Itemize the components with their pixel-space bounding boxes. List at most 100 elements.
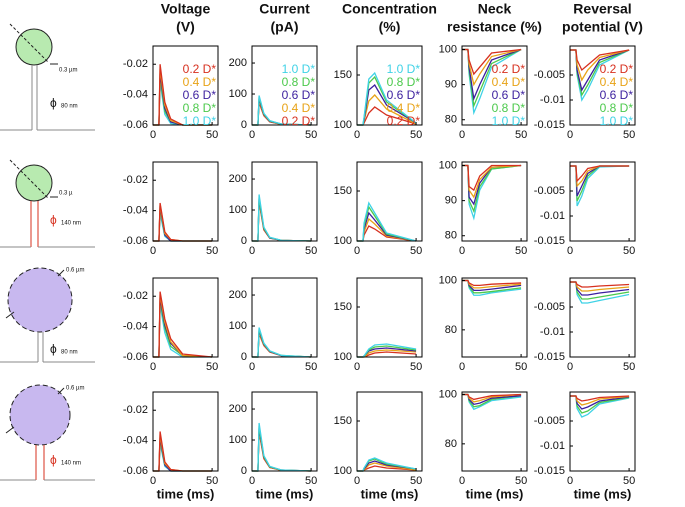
legend-entry: 0.6 D* <box>387 88 421 102</box>
y-tick-label: -0.02 <box>123 174 148 186</box>
x-axis-label: time (ms) <box>157 486 215 501</box>
neck-width: 0.6 µm <box>66 386 84 392</box>
x-tick-label: 50 <box>623 245 635 257</box>
y-tick-label: 200 <box>229 173 247 185</box>
y-tick-label: -0.01 <box>540 210 565 222</box>
x-tick-label: 0 <box>150 129 156 141</box>
x-tick-label: 50 <box>305 361 317 373</box>
series-line <box>462 393 522 401</box>
y-tick-label: -0.01 <box>540 94 565 106</box>
axes-frame <box>152 391 219 472</box>
x-axis-label: time (ms) <box>256 486 314 501</box>
legend-entry: 1.0 D* <box>492 114 526 128</box>
x-tick-label: 50 <box>206 129 218 141</box>
y-tick-label: 80 <box>445 230 457 242</box>
series-line <box>570 165 630 188</box>
series-line <box>462 164 522 206</box>
series-line <box>252 194 312 242</box>
y-tick-label: -0.005 <box>534 301 565 313</box>
x-tick-label: 50 <box>410 475 422 487</box>
y-tick-label: -0.01 <box>540 326 565 338</box>
panel-title: resistance (%) <box>447 19 542 35</box>
y-tick-label: 100 <box>439 388 457 400</box>
y-tick-label: 100 <box>229 320 247 332</box>
axes-frame <box>356 161 423 242</box>
diameter-symbol: ϕ <box>50 453 57 467</box>
spine-head <box>15 28 53 66</box>
legend-entry: 0.8 D* <box>600 101 634 115</box>
y-tick-label: 100 <box>334 119 352 131</box>
y-tick-label: -0.015 <box>534 465 565 477</box>
y-tick-label: 100 <box>229 88 247 100</box>
axes-frame <box>356 45 423 126</box>
y-tick-label: 100 <box>334 235 352 247</box>
series-line <box>570 281 630 288</box>
y-tick-label: 100 <box>439 43 457 55</box>
y-tick-label: 80 <box>445 324 457 336</box>
legend-entry: 0.2 D* <box>492 62 526 76</box>
y-tick-label: 200 <box>229 57 247 69</box>
legend-entry: 0.4 D* <box>387 101 421 115</box>
legend-entry: 0.2 D* <box>282 114 316 128</box>
y-tick-label: 0 <box>241 119 247 131</box>
x-tick-label: 50 <box>410 361 422 373</box>
y-tick-label: -0.04 <box>123 435 148 447</box>
y-tick-label: 80 <box>445 438 457 450</box>
neck-width: 0.3 µm <box>59 68 77 74</box>
y-tick-label: 150 <box>334 415 352 427</box>
spine-diagram: 0.3 µ ϕ 140 nm <box>0 159 95 248</box>
y-tick-label: 100 <box>334 465 352 477</box>
x-tick-label: 0 <box>567 245 573 257</box>
x-tick-label: 50 <box>623 475 635 487</box>
legend-entry: 0.6 D* <box>282 88 316 102</box>
series-line <box>462 279 522 287</box>
series-line <box>153 291 213 358</box>
y-tick-label: -0.04 <box>123 89 148 101</box>
legend-entry: 0.4 D* <box>183 75 217 89</box>
leader <box>57 387 65 395</box>
axes-frame <box>152 277 219 358</box>
neck-width: 0.6 µm <box>66 268 84 274</box>
x-tick-label: 0 <box>150 475 156 487</box>
axes-frame <box>461 277 528 358</box>
x-tick-label: 0 <box>567 475 573 487</box>
x-tick-label: 50 <box>515 361 527 373</box>
axes-frame <box>251 391 318 472</box>
x-tick-label: 0 <box>150 361 156 373</box>
y-tick-label: 100 <box>439 159 457 171</box>
x-tick-label: 50 <box>623 129 635 141</box>
y-tick-label: 90 <box>445 195 457 207</box>
legend-entry: 0.8 D* <box>387 75 421 89</box>
y-tick-label: -0.02 <box>123 404 148 416</box>
y-tick-label: -0.015 <box>534 351 565 363</box>
series-line <box>462 164 522 192</box>
legend-entry: 1.0 D* <box>282 62 316 76</box>
x-tick-label: 50 <box>206 361 218 373</box>
x-tick-label: 0 <box>354 475 360 487</box>
y-tick-label: 100 <box>334 351 352 363</box>
neck-width: 0.3 µ <box>59 191 73 197</box>
axes-frame <box>461 391 528 472</box>
legend-entry: 0.8 D* <box>183 101 217 115</box>
axes-frame <box>152 45 219 126</box>
diameter-line <box>9 23 49 63</box>
diameter-symbol: ϕ <box>50 96 57 110</box>
x-tick-label: 50 <box>515 129 527 141</box>
y-tick-label: -0.005 <box>534 415 565 427</box>
spine-diagram: 0.6 µm ϕ 140 nm <box>0 384 95 481</box>
legend-entry: 0.2 D* <box>600 62 634 76</box>
y-tick-label: 90 <box>445 79 457 91</box>
legend-entry: 1.0 D* <box>387 62 421 76</box>
axes-frame <box>569 391 636 472</box>
x-tick-label: 0 <box>249 129 255 141</box>
y-tick-label: 150 <box>334 301 352 313</box>
series-line <box>252 422 312 472</box>
x-tick-label: 50 <box>410 129 422 141</box>
panel-title: Reversal <box>573 1 631 17</box>
series-line <box>462 48 522 76</box>
legend-entry: 0.4 D* <box>600 75 634 89</box>
legend-entry: 0.6 D* <box>183 88 217 102</box>
diameter-symbol: ϕ <box>50 213 57 227</box>
x-tick-label: 50 <box>623 361 635 373</box>
axes-frame <box>152 161 219 242</box>
